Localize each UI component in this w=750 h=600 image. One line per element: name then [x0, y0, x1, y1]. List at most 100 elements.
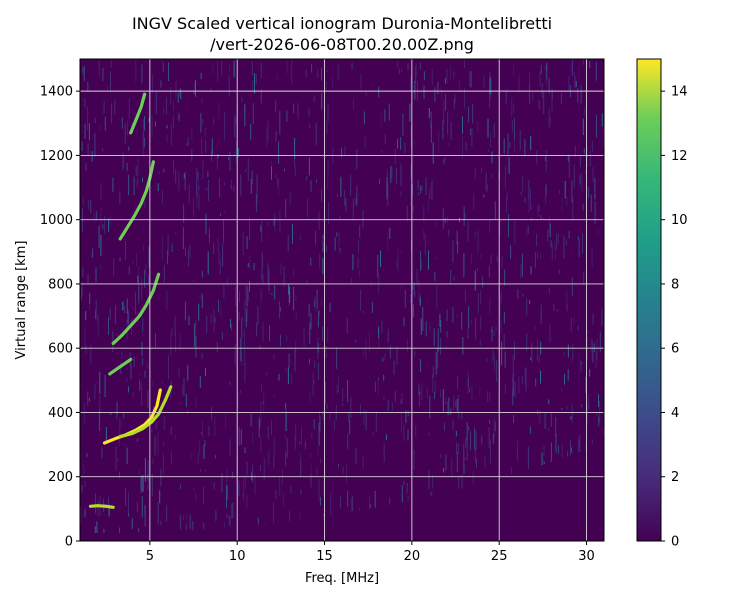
noise-streak [275, 100, 277, 113]
noise-streak [89, 301, 90, 311]
noise-streak [81, 141, 83, 152]
noise-streak [413, 140, 415, 145]
noise-streak [240, 338, 242, 362]
noise-streak [119, 417, 121, 439]
noise-streak [437, 328, 439, 352]
noise-streak [158, 171, 160, 175]
colorbar-tick-label: 4 [671, 406, 679, 421]
noise-streak [463, 444, 465, 467]
noise-streak [309, 123, 311, 129]
noise-streak [233, 185, 235, 193]
noise-streak [90, 344, 92, 365]
noise-streak [123, 300, 125, 311]
noise-streak [514, 341, 515, 360]
noise-streak [455, 430, 457, 437]
noise-streak [259, 464, 261, 471]
noise-streak [326, 403, 328, 410]
noise-streak [87, 199, 89, 209]
noise-streak [436, 285, 438, 309]
noise-streak [390, 166, 392, 183]
noise-streak [180, 484, 182, 490]
noise-streak [239, 291, 240, 302]
noise-streak [260, 62, 262, 79]
noise-streak [141, 64, 143, 84]
noise-streak [134, 292, 136, 315]
noise-streak [144, 514, 146, 527]
noise-streak [142, 475, 144, 492]
noise-streak [482, 276, 484, 288]
noise-streak [452, 240, 454, 263]
noise-streak [231, 323, 233, 331]
noise-streak [87, 143, 89, 156]
noise-streak [543, 91, 545, 115]
noise-streak [514, 381, 516, 398]
noise-streak [160, 80, 162, 88]
noise-streak [430, 492, 432, 496]
noise-streak [350, 497, 352, 512]
noise-streak [249, 217, 250, 241]
noise-streak [201, 271, 203, 278]
noise-streak [310, 473, 312, 488]
noise-streak [97, 505, 99, 517]
noise-streak [493, 123, 495, 138]
noise-streak [397, 61, 399, 68]
noise-streak [395, 167, 397, 185]
noise-streak [374, 381, 376, 392]
noise-streak [529, 426, 531, 434]
y-tick-label: 800 [48, 277, 73, 292]
noise-streak [548, 399, 550, 405]
noise-streak [489, 71, 491, 94]
noise-streak [586, 329, 588, 334]
noise-streak [254, 73, 255, 94]
noise-streak [474, 446, 476, 449]
noise-streak [147, 460, 149, 483]
noise-streak [363, 409, 365, 425]
noise-streak [295, 295, 297, 302]
noise-streak [410, 294, 412, 304]
noise-streak [240, 390, 242, 394]
noise-streak [256, 185, 258, 197]
noise-streak [399, 286, 401, 290]
noise-streak [338, 463, 339, 468]
noise-streak [419, 297, 421, 306]
noise-streak [545, 149, 547, 171]
noise-streak [155, 422, 157, 430]
noise-streak [538, 355, 540, 363]
noise-streak [476, 458, 477, 469]
noise-streak [184, 172, 186, 191]
noise-streak [273, 437, 275, 458]
noise-streak [338, 231, 340, 247]
noise-streak [87, 391, 89, 406]
noise-streak [259, 345, 261, 350]
noise-streak [303, 327, 305, 347]
noise-streak [280, 262, 282, 275]
noise-streak [183, 173, 185, 179]
noise-streak [469, 70, 471, 87]
noise-streak [108, 317, 109, 335]
noise-streak [356, 149, 358, 170]
noise-streak [295, 311, 297, 319]
noise-streak [320, 459, 322, 464]
noise-streak [252, 79, 254, 92]
noise-streak [140, 475, 142, 494]
noise-streak [126, 377, 128, 381]
noise-streak [243, 477, 245, 501]
noise-streak [188, 249, 189, 267]
noise-streak [386, 169, 388, 183]
noise-streak [401, 393, 403, 405]
noise-streak [548, 107, 550, 129]
noise-streak [195, 397, 197, 408]
noise-streak [121, 351, 123, 359]
noise-streak [325, 81, 327, 91]
colorbar-gradient [636, 58, 662, 542]
noise-streak [371, 302, 373, 313]
noise-streak [421, 185, 423, 192]
noise-streak [583, 148, 585, 154]
x-axis: 5 10 15 20 25 30 [146, 541, 595, 564]
noise-streak [196, 168, 198, 181]
noise-streak [191, 453, 193, 458]
noise-streak [445, 93, 447, 111]
noise-streak [128, 266, 130, 275]
noise-streak [329, 302, 331, 312]
noise-streak [260, 289, 262, 303]
